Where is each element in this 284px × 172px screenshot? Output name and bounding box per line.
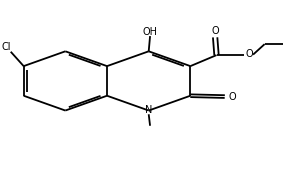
Text: OH: OH <box>143 27 158 37</box>
Text: N: N <box>145 105 153 115</box>
Text: Cl: Cl <box>1 42 11 52</box>
Text: O: O <box>245 49 253 59</box>
Text: O: O <box>211 26 219 36</box>
Text: O: O <box>229 92 236 102</box>
